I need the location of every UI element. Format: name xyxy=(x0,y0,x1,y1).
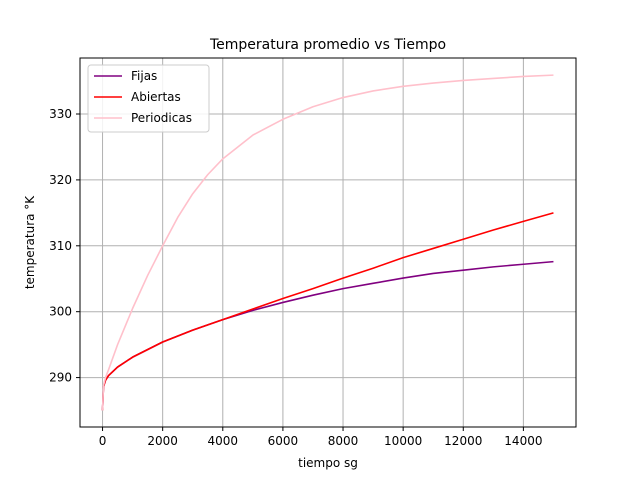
x-axis-label: tiempo sg xyxy=(298,456,358,470)
y-tick-label: 310 xyxy=(49,239,72,253)
legend-label-fijas: Fijas xyxy=(131,69,157,83)
series-line-abiertas xyxy=(101,212,554,411)
legend-label-abiertas: Abiertas xyxy=(131,90,181,104)
chart-title: Temperatura promedio vs Tiempo xyxy=(209,37,446,53)
x-tick-label: 12000 xyxy=(444,434,482,448)
series-line-periodicas xyxy=(101,74,554,411)
series-lines xyxy=(101,74,554,411)
x-tick-label: 6000 xyxy=(268,434,299,448)
x-tick-label: 10000 xyxy=(384,434,422,448)
x-tick-label: 2000 xyxy=(147,434,178,448)
y-tick-label: 320 xyxy=(49,173,72,187)
x-tick-label: 8000 xyxy=(328,434,359,448)
y-tick-label: 290 xyxy=(49,371,72,385)
plot-frame xyxy=(79,57,577,428)
legend: Fijas Abiertas Periodicas xyxy=(87,64,210,133)
y-tick-label: 300 xyxy=(49,305,72,319)
legend-label-periodicas: Periodicas xyxy=(131,111,192,125)
y-axis-label: temperatura °K xyxy=(23,195,37,289)
x-tick-label: 0 xyxy=(99,434,107,448)
grid xyxy=(80,58,576,427)
axis-ticks: 0 2000 4000 6000 8000 10000 12000 14000 290 300 31… xyxy=(49,107,542,448)
x-tick-label: 14000 xyxy=(504,434,542,448)
y-tick-label: 330 xyxy=(49,107,72,121)
legend-box xyxy=(87,64,210,133)
x-tick-label: 4000 xyxy=(208,434,239,448)
